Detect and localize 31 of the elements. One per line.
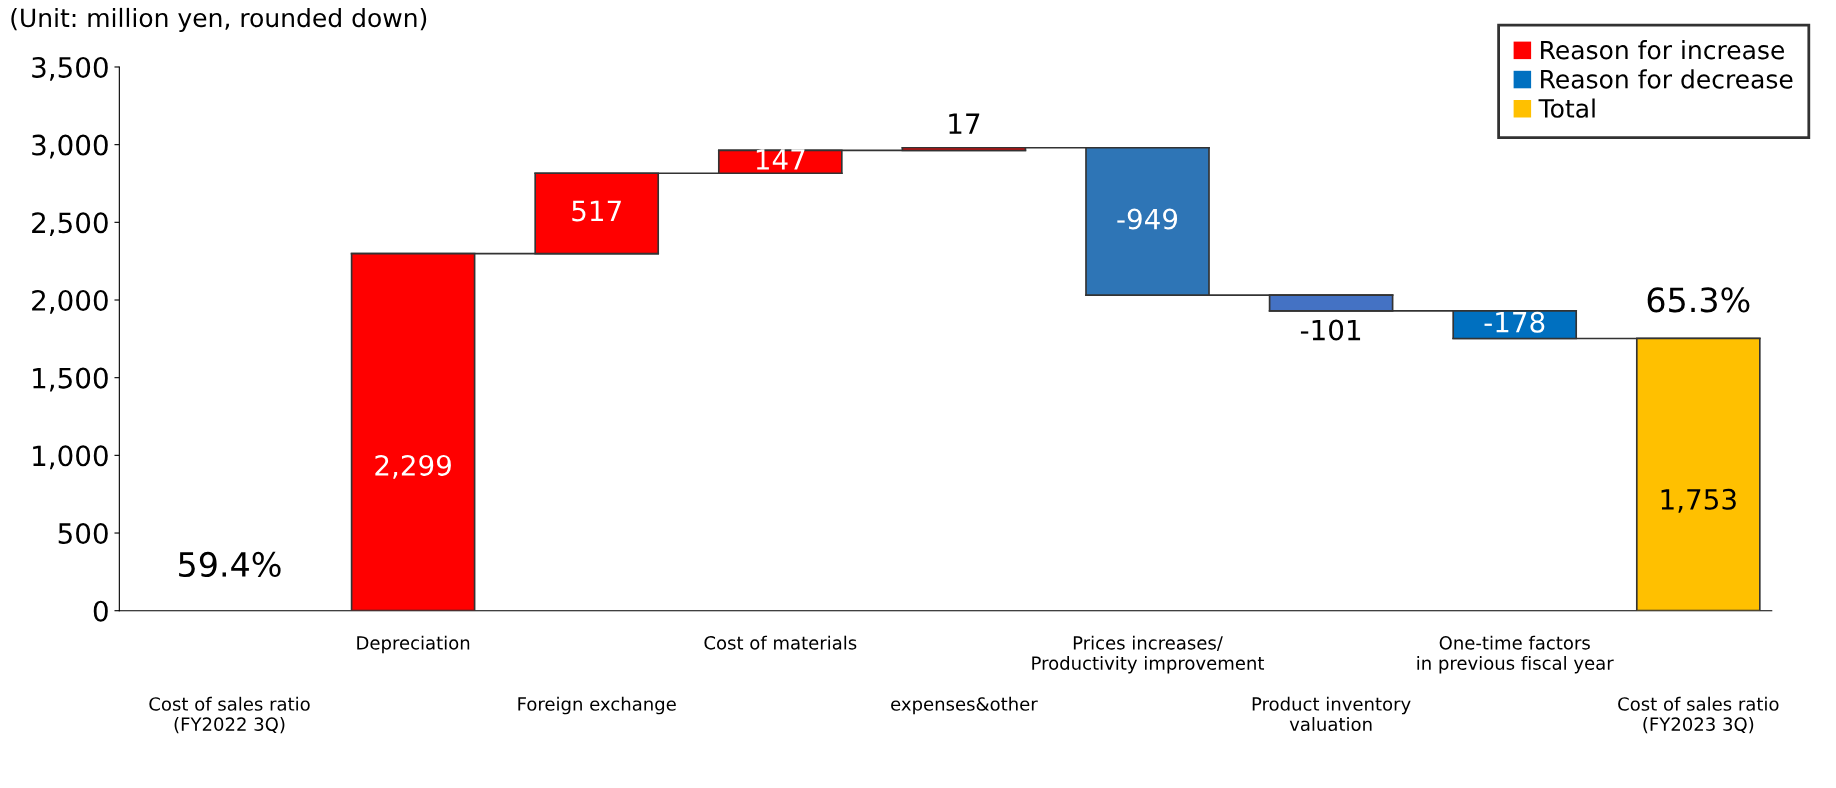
data-label: -101 xyxy=(1300,319,1361,341)
x-tick-label: Foreign exchange xyxy=(518,696,676,715)
x-tick-label: Depreciation xyxy=(357,635,470,654)
data-label: 147 xyxy=(756,149,805,170)
y-tick-label: 2,000 xyxy=(32,289,108,314)
data-label: -178 xyxy=(1484,311,1545,333)
text: (Unit: million yen, rounded down) xyxy=(11,7,427,33)
y-tick-label: 2,500 xyxy=(32,212,108,237)
x-tick-label: Prices increases/ Productivity improvement xyxy=(1032,635,1265,674)
y-tick-label: 500 xyxy=(58,522,108,544)
x-tick-label: expenses&other xyxy=(891,696,1038,715)
y-tick-label: 1,000 xyxy=(33,445,108,470)
y-tick-label: 0 xyxy=(93,600,108,622)
y-tick-label: 3,500 xyxy=(32,56,108,81)
data-label: 17 xyxy=(949,113,980,134)
y-tick-label: 1,500 xyxy=(33,367,108,392)
annotation: 65.3% xyxy=(1647,287,1750,313)
x-tick-label: Cost of sales ratio (FY2022 3Q) xyxy=(149,696,310,734)
x-tick-label: Cost of sales ratio (FY2023 3Q) xyxy=(1618,696,1779,734)
data-label: -949 xyxy=(1117,208,1178,230)
y-tick-label: 3,000 xyxy=(32,134,108,159)
x-tick-label: Cost of materials xyxy=(704,635,857,650)
legend-label: Reason for decrease xyxy=(1541,69,1793,89)
data-label: 2,299 xyxy=(375,454,451,479)
legend-label: Total xyxy=(1538,98,1595,118)
x-tick-label: Product inventory valuation xyxy=(1252,696,1411,732)
data-label: 1,753 xyxy=(1661,488,1736,513)
legend-label: Reason for increase xyxy=(1541,40,1785,60)
annotation: 59.4% xyxy=(179,551,281,578)
x-tick-label: One-time factors in previous fiscal year xyxy=(1417,635,1614,674)
data-label: 517 xyxy=(572,200,621,222)
